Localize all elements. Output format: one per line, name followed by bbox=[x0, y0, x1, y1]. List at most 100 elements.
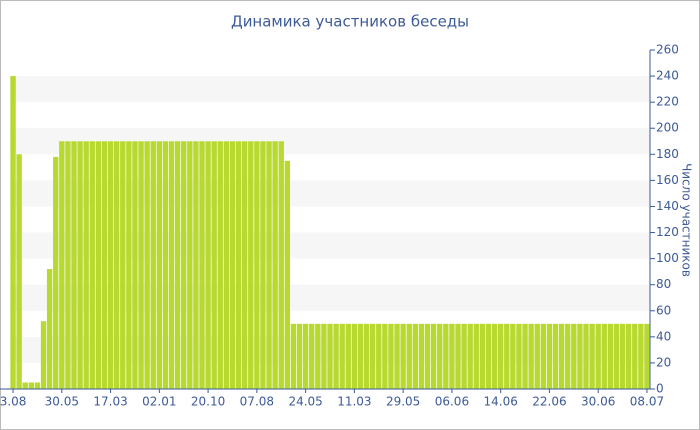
bar bbox=[71, 141, 77, 389]
bar bbox=[424, 323, 431, 389]
bar bbox=[583, 323, 589, 389]
bar bbox=[150, 141, 156, 389]
bar bbox=[437, 323, 443, 389]
bar bbox=[229, 141, 236, 389]
bar bbox=[205, 141, 211, 389]
bar bbox=[217, 141, 223, 389]
bar bbox=[59, 141, 65, 389]
bar bbox=[443, 323, 449, 389]
bar bbox=[266, 141, 272, 389]
y-tick-label: 60 bbox=[656, 303, 671, 317]
bar bbox=[46, 269, 53, 389]
bar bbox=[315, 323, 321, 389]
bar bbox=[412, 323, 419, 389]
bar bbox=[174, 141, 181, 389]
bar bbox=[83, 141, 89, 389]
bar bbox=[449, 323, 455, 389]
y-tick-label: 140 bbox=[656, 199, 679, 213]
bar bbox=[34, 382, 41, 389]
bar bbox=[589, 323, 595, 389]
bar bbox=[211, 141, 217, 389]
bar bbox=[577, 323, 583, 389]
bar bbox=[473, 323, 479, 389]
bar bbox=[16, 154, 22, 389]
x-tick-label: 14.06 bbox=[483, 395, 517, 409]
bar bbox=[126, 141, 132, 389]
x-tick-label: 22.06 bbox=[532, 395, 566, 409]
bar bbox=[339, 323, 345, 389]
bar bbox=[369, 323, 376, 389]
bar bbox=[595, 323, 601, 389]
bar bbox=[394, 323, 400, 389]
bar bbox=[632, 323, 638, 389]
bar bbox=[516, 323, 522, 389]
bar bbox=[272, 141, 278, 389]
bar bbox=[168, 141, 175, 389]
bar bbox=[22, 382, 28, 389]
bar bbox=[65, 141, 71, 389]
bar bbox=[248, 141, 254, 389]
bar bbox=[120, 141, 126, 389]
y-tick-label: 160 bbox=[656, 173, 679, 187]
bar bbox=[181, 141, 187, 389]
bar bbox=[485, 323, 492, 389]
y-tick-label: 180 bbox=[656, 147, 679, 161]
chart-title: Динамика участников беседы bbox=[231, 13, 469, 31]
stripe bbox=[10, 76, 650, 103]
bar bbox=[199, 141, 205, 389]
x-tick-label: 20.10 bbox=[191, 395, 225, 409]
bar bbox=[351, 323, 358, 389]
x-tick-label: 02.01 bbox=[142, 395, 176, 409]
y-tick-label: 220 bbox=[656, 95, 679, 109]
bar bbox=[406, 323, 412, 389]
bar bbox=[138, 141, 144, 389]
bar bbox=[162, 141, 169, 389]
bar bbox=[534, 323, 540, 389]
bar bbox=[601, 323, 607, 389]
bar bbox=[321, 323, 327, 389]
bar bbox=[113, 141, 120, 389]
x-tick-label: 17.03 bbox=[93, 395, 127, 409]
bar bbox=[363, 323, 370, 389]
bar bbox=[53, 156, 59, 389]
bar bbox=[235, 141, 242, 389]
x-tick-label: 06.06 bbox=[435, 395, 469, 409]
bar bbox=[156, 141, 163, 389]
bar bbox=[540, 323, 547, 389]
y-tick-label: 40 bbox=[656, 329, 671, 343]
x-tick-label: 24.05 bbox=[288, 395, 322, 409]
x-tick-label: 30.06 bbox=[581, 395, 615, 409]
bar bbox=[278, 141, 284, 389]
bar bbox=[28, 382, 35, 389]
bar bbox=[522, 323, 528, 389]
bar bbox=[241, 141, 248, 389]
bar bbox=[193, 141, 199, 389]
bar bbox=[376, 323, 382, 389]
bar bbox=[302, 323, 309, 389]
bar bbox=[144, 141, 150, 389]
y-tick-label: 0 bbox=[656, 382, 664, 396]
y-tick-label: 80 bbox=[656, 277, 671, 291]
bar bbox=[101, 141, 108, 389]
bar bbox=[284, 160, 291, 389]
bar bbox=[418, 323, 425, 389]
bar bbox=[40, 321, 47, 389]
bar bbox=[357, 323, 364, 389]
bar bbox=[290, 323, 297, 389]
y-tick-label: 200 bbox=[656, 121, 679, 135]
bar bbox=[10, 76, 16, 390]
bar bbox=[345, 323, 351, 389]
bar bbox=[89, 141, 95, 389]
bar bbox=[479, 323, 486, 389]
bar bbox=[388, 323, 394, 389]
bar bbox=[619, 323, 626, 389]
bar bbox=[504, 323, 510, 389]
y-tick-label: 20 bbox=[656, 355, 671, 369]
y-tick-label: 100 bbox=[656, 251, 679, 265]
bar bbox=[467, 323, 473, 389]
bar bbox=[565, 323, 571, 389]
bar bbox=[528, 323, 534, 389]
bar bbox=[571, 323, 577, 389]
x-tick-label: 08.07 bbox=[630, 395, 664, 409]
